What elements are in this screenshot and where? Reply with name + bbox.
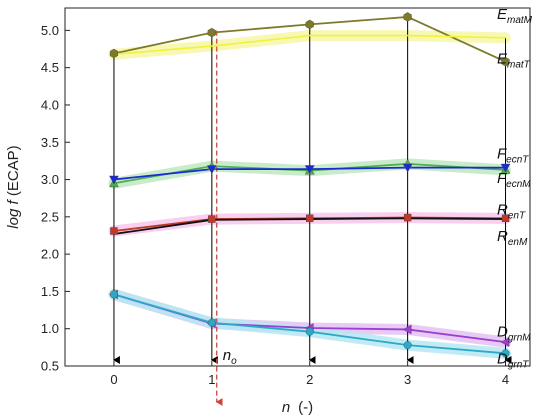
plot-frame [64,7,531,367]
series-label-f-ecnt: FecnT [497,145,529,165]
marker-r-ent-2 [306,214,314,223]
series-label-sub: grnM [508,333,531,344]
x-tick-label-2: 2 [306,372,313,387]
y-tick-label-1: 1.0 [41,321,59,336]
y-tick-label-3.5: 3.5 [41,135,59,150]
marker-r-ent-4 [501,214,510,223]
series-label-sub: matM [507,15,533,26]
y-tick-label-5: 5.0 [41,23,59,38]
marker-e-matm-3 [403,12,412,22]
series-label-sub: ecnT [506,154,529,165]
axes [64,7,531,367]
series-label-e-matt: EmatT [497,51,531,71]
series-markers [109,12,511,358]
y-tick-label-2.5: 2.5 [41,209,59,224]
series-label-r-ent: RenT [497,201,526,221]
series-label-f-ecnm: FecnM [497,170,531,190]
marker-f-ecnm-2 [304,165,315,175]
marker-f-ecnm-4 [500,163,511,173]
x-tick-label-0: 0 [110,372,117,387]
y-axis-label-var: f [5,199,22,205]
series-label-main: E [497,6,508,23]
x-axis-label-var: n [282,399,290,416]
marker-d-grnm-3 [402,324,412,335]
y-tick-label-4: 4.0 [41,97,59,112]
series-label-sub: matT [507,60,531,71]
marker-e-matm-4 [501,56,510,67]
y-tick-label-2: 2.0 [41,247,59,262]
marker-f-ecnm-1 [207,165,217,175]
marker-r-ent-0 [110,227,118,235]
series-label-e-matm: EmatM [497,6,533,26]
marker-d-grnt-1 [207,318,216,327]
annotation-sub: o [231,356,237,367]
marker-d-grnt-4 [501,349,510,358]
series-line-e-matt [113,34,506,56]
series-label-sub: ecnM [506,179,531,190]
series-label-r-enm: RenM [497,228,528,248]
series-label-sub: enM [508,237,528,248]
marker-d-grnt-3 [403,341,412,350]
series-label-d-grnt: DgrnT [497,351,529,371]
y-tick-label-3: 3.0 [41,172,59,187]
series-label-sub: enT [508,210,526,221]
x-tick-label-1: 1 [208,372,215,387]
series-label-main: R [497,228,508,245]
y-axis-label-post: (ECAP) [5,145,22,200]
x-tick-label-3: 3 [404,372,411,387]
drop-lines [112,16,512,364]
marker-e-matm-0 [109,48,119,59]
marker-d-grnt-2 [305,327,314,336]
series-label-sub: grnT [508,360,529,371]
series-label-main: D [497,351,508,368]
y-axis-ticks: 0.5 1.0 1.5 2.0 2.5 3.0 3.5 4.0 4.5 5.0 [41,23,70,374]
series-label-main: F [497,145,507,162]
marker-d-grnt-0 [109,290,118,299]
marker-f-ecnm-3 [402,163,413,173]
x-axis-ticks: 0 1 2 3 4 [110,361,509,387]
series-label-main: D [497,324,508,341]
series-label-main: R [497,201,508,218]
marker-r-ent-1 [208,215,216,223]
marker-d-grnm-4 [500,337,510,347]
annotation-main: n [223,347,231,364]
annotation-no: no [223,347,237,367]
series-label-main: E [497,51,508,68]
x-axis-label: n (-) [282,399,313,416]
y-tick-label-0.5: 0.5 [41,359,59,374]
marker-e-matm-1 [207,27,216,38]
marker-e-matm-2 [305,19,314,30]
y-axis-label-pre: log [5,205,22,229]
x-axis-label-unit: (-) [298,399,313,416]
marker-f-ecnm-0 [109,175,119,185]
x-tick-label-4: 4 [502,372,509,387]
y-tick-label-4.5: 4.5 [41,60,59,75]
series-label-d-grnm: DgrnM [497,324,531,344]
series-label-main: F [497,170,507,187]
y-tick-label-1.5: 1.5 [41,284,59,299]
y-axis-label: log f (ECAP) [5,145,22,228]
marker-r-ent-3 [403,213,412,222]
